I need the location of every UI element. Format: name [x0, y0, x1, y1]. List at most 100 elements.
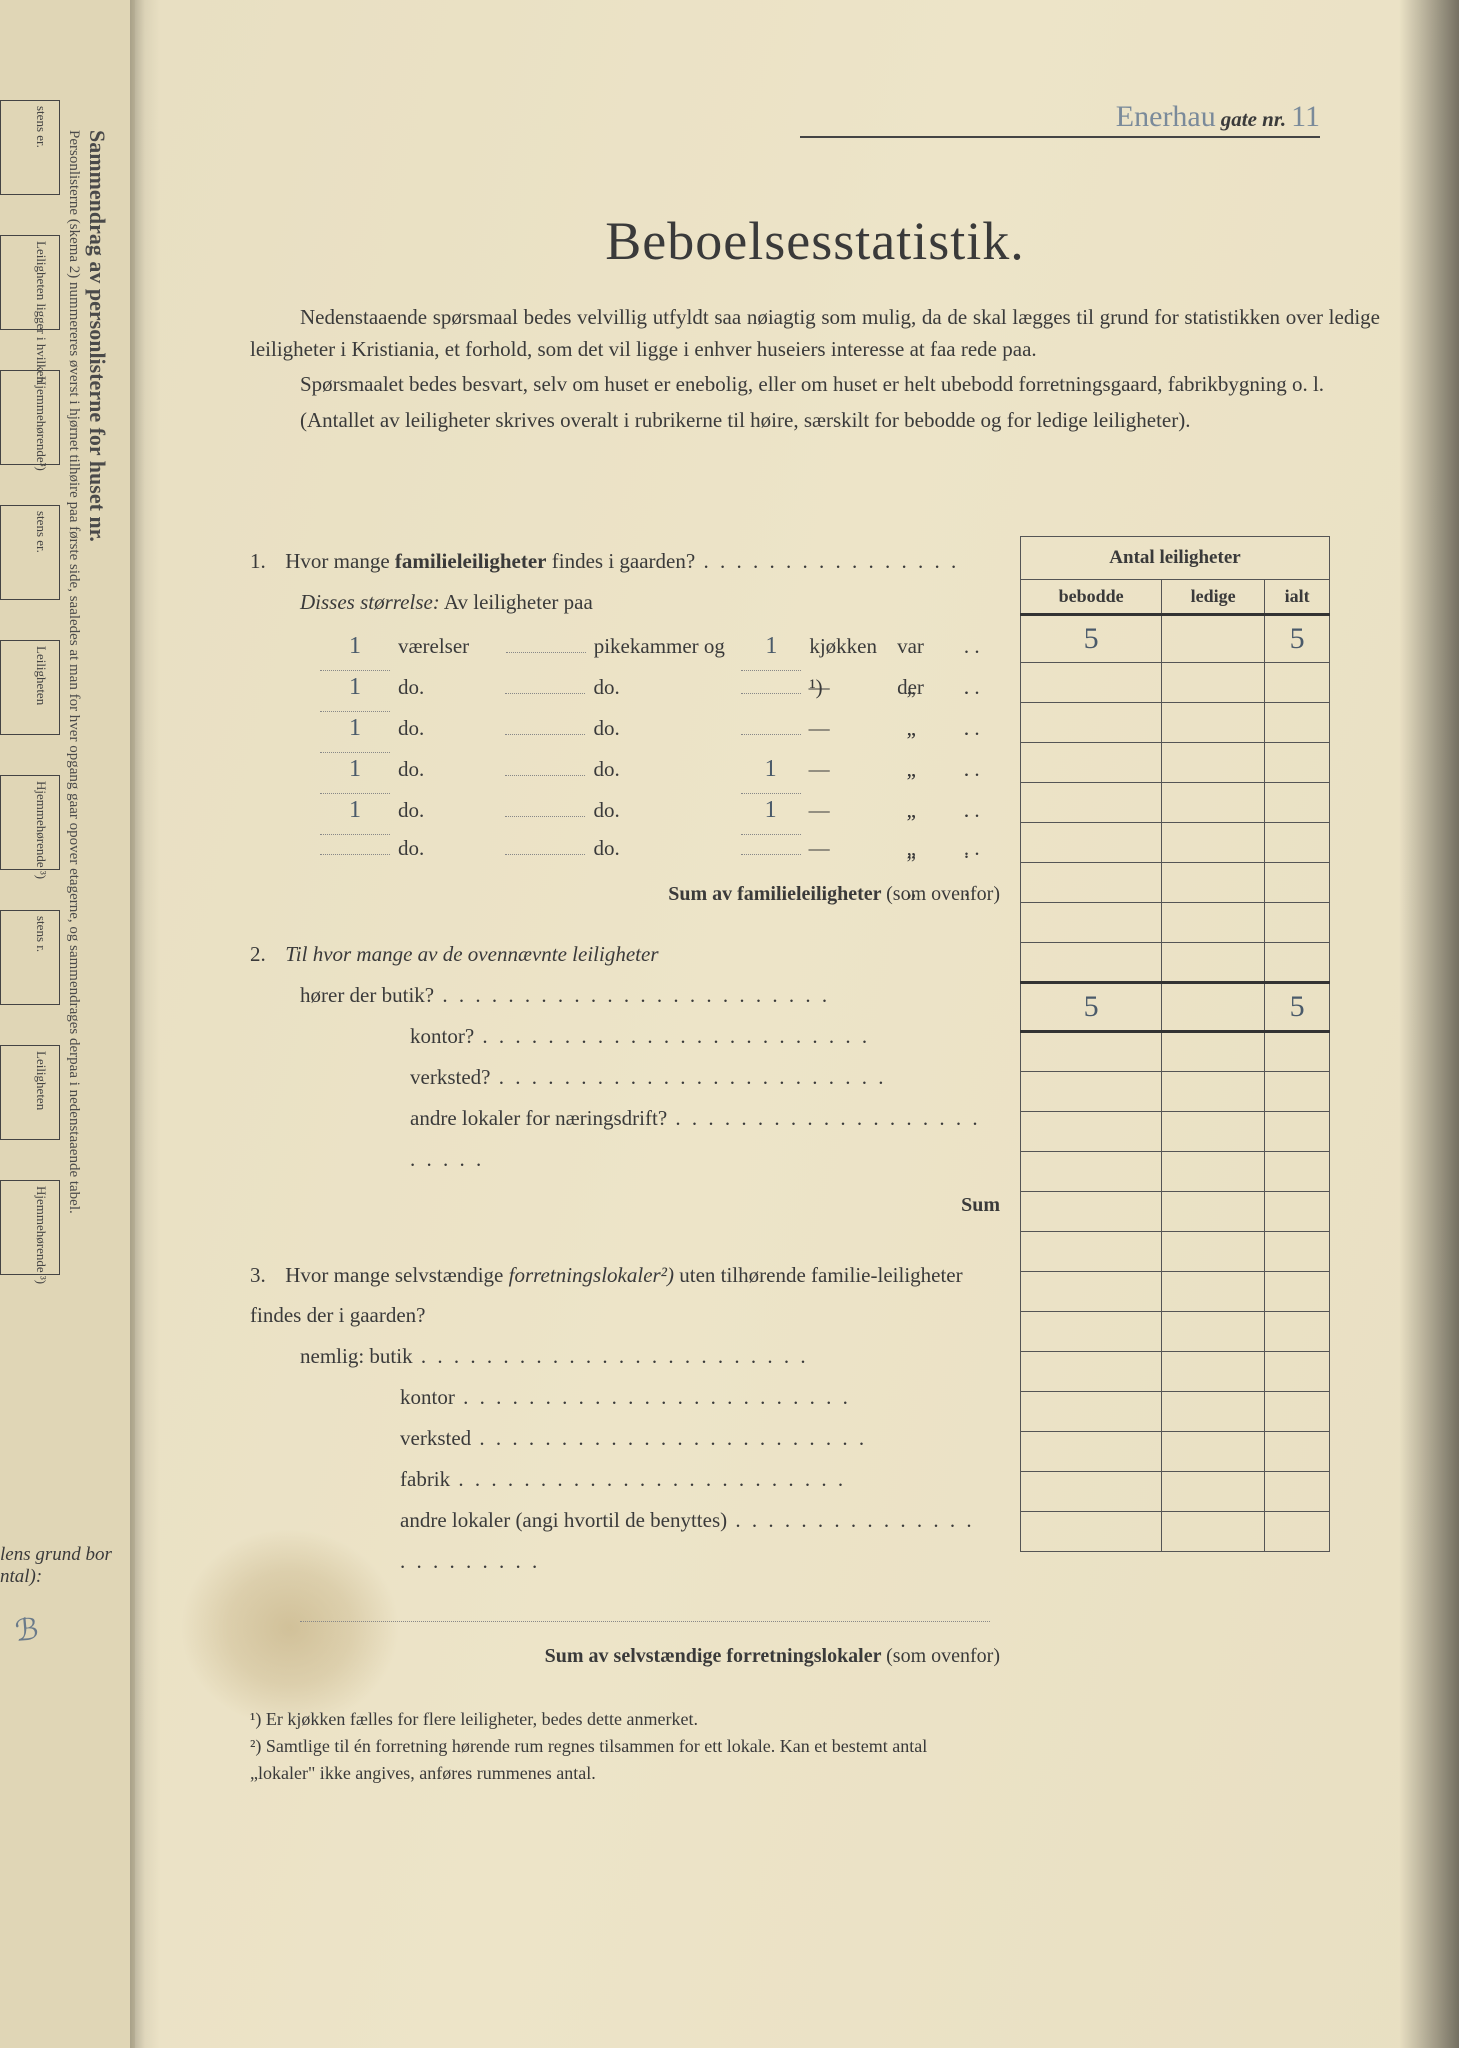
table-cell — [1021, 943, 1162, 983]
table-cell — [1265, 1272, 1330, 1312]
intro-p1: Nedenstaaende spørsmaal bedes velvillig … — [250, 302, 1380, 365]
table-cell — [1162, 1072, 1265, 1112]
q2-item: verksted? — [410, 1057, 990, 1098]
size-row: 1do.do.—„„ . . . — [320, 664, 990, 705]
left-cell-label: Leiligheten — [33, 646, 49, 705]
col-ledige: ledige — [1162, 580, 1265, 615]
size-row: 1do.do.1—„„ . . . — [320, 746, 990, 787]
document-page: stens er. Leiligheten ligger i hvilken H… — [0, 0, 1459, 2048]
left-cell-label: Hjemmehørende³) — [33, 376, 49, 471]
table-cell — [1162, 1112, 1265, 1152]
q1-bold: familieleiligheter — [395, 549, 547, 573]
table-cell — [1265, 903, 1330, 943]
table-cell — [1162, 823, 1265, 863]
size-row: do.do.—„„ . . . — [320, 828, 990, 869]
table-cell — [1265, 1152, 1330, 1192]
table-cell — [1021, 1272, 1162, 1312]
left-bottom-text: lens grund bor ntal): — [0, 1544, 112, 1588]
table-cell — [1021, 1232, 1162, 1272]
q2-sum: Sum — [250, 1186, 1000, 1225]
table-cell — [1265, 1112, 1330, 1152]
table-cell — [1162, 1152, 1265, 1192]
q2-item: kontor? — [410, 1016, 990, 1057]
left-bottom-line: lens grund bor — [0, 1544, 112, 1566]
q1-sum: Sum av familieleiligheter (som ovenfor) — [250, 875, 1000, 914]
size-row: 1do.do.—„„ . . . — [320, 705, 990, 746]
table-cell — [1162, 1432, 1265, 1472]
table-cell — [1021, 1472, 1162, 1512]
question-2: 2. Til hvor mange av de ovennævnte leili… — [250, 934, 990, 1225]
book-binding — [130, 0, 160, 2048]
table-cell — [1162, 1312, 1265, 1352]
left-cell-label: Hjemmehørende ³) — [33, 781, 49, 879]
summary-sub: Personlisterne (skema 2) nummereres øver… — [65, 130, 82, 1214]
table-cell — [1162, 1392, 1265, 1432]
table-cell — [1265, 1472, 1330, 1512]
table-cell — [1265, 1032, 1330, 1072]
gate-label: gate nr. — [1221, 107, 1286, 131]
q2-item: andre lokaler for næringsdrift? — [410, 1098, 990, 1180]
q2-item: hører der butik? — [300, 975, 990, 1016]
count-table: Antal leiligheter bebodde ledige ialt 55… — [1020, 536, 1330, 1552]
table-cell — [1162, 1272, 1265, 1312]
table-cell — [1265, 823, 1330, 863]
table-cell: 5 — [1265, 983, 1330, 1032]
table-cell — [1265, 1352, 1330, 1392]
table-cell — [1021, 1072, 1162, 1112]
left-cell-label: stens r. — [33, 916, 49, 952]
q3-item: verksted — [400, 1418, 990, 1459]
table-cell: 5 — [1021, 983, 1162, 1032]
table-cell — [1162, 1472, 1265, 1512]
table-cell — [1162, 1352, 1265, 1392]
table-cell — [1021, 783, 1162, 823]
street-name-handwritten: Enerhau — [1116, 100, 1216, 133]
table-header: Antal leiligheter — [1021, 537, 1330, 580]
table-cell — [1162, 703, 1265, 743]
left-bottom-line: ntal): — [0, 1566, 112, 1588]
table-cell — [1021, 1192, 1162, 1232]
questions: 1. Hvor mange familieleiligheter findes … — [250, 541, 990, 1787]
table-cell — [1021, 743, 1162, 783]
table-cell — [1265, 743, 1330, 783]
left-margin-cells: stens er. Leiligheten ligger i hvilken H… — [0, 100, 60, 1315]
table-cell — [1162, 1192, 1265, 1232]
left-cell-label: Hjemmehørende ³) — [33, 1186, 49, 1284]
summary-title: Sammendrag av personlisterne for huset n… — [84, 130, 110, 542]
table-cell — [1265, 943, 1330, 983]
q3-text: Hvor mange selvstændige — [285, 1263, 508, 1287]
col-ialt: ialt — [1265, 580, 1330, 615]
table-cell — [1162, 663, 1265, 703]
table-cell — [1021, 1512, 1162, 1552]
q2-text: Til hvor mange av de ovennævnte leilighe… — [285, 942, 658, 966]
table-cell — [1162, 863, 1265, 903]
table-cell — [1265, 783, 1330, 823]
q3-item: fabrik — [400, 1459, 990, 1500]
table-cell — [1162, 743, 1265, 783]
left-vertical-text: Sammendrag av personlisterne for huset n… — [70, 130, 130, 1530]
main-content: Enerhau gate nr. 11 Beboelsesstatistik. … — [250, 100, 1380, 1787]
question-1: 1. Hvor mange familieleiligheter findes … — [250, 541, 990, 914]
table-cell — [1021, 1112, 1162, 1152]
left-cell-label: stens er. — [33, 511, 49, 553]
table-cell — [1021, 903, 1162, 943]
table-cell — [1265, 1392, 1330, 1432]
intro-p2: Spørsmaalet bedes besvart, selv om huset… — [250, 369, 1380, 401]
footnote-1: ¹) Er kjøkken fælles for flere leilighet… — [250, 1706, 990, 1733]
table-cell: 5 — [1021, 615, 1162, 663]
table-cell — [1265, 1072, 1330, 1112]
table-cell — [1265, 1192, 1330, 1232]
table-cell — [1021, 863, 1162, 903]
q3-italic: forretningslokaler²) — [509, 1263, 674, 1287]
table-cell — [1265, 1312, 1330, 1352]
table-area: Antal leiligheter bebodde ledige ialt 55… — [250, 541, 1380, 1787]
intro-p3: (Antallet av leiligheter skrives overalt… — [250, 405, 1380, 437]
table-cell — [1162, 983, 1265, 1032]
q1-text: findes i gaarden? — [547, 549, 696, 573]
table-cell — [1021, 663, 1162, 703]
table-cell — [1265, 663, 1330, 703]
gate-number-handwritten: 11 — [1291, 100, 1320, 133]
q3-sum: Sum av selvstændige forretningslokaler (… — [250, 1637, 1000, 1676]
left-cell-label: stens er. — [33, 106, 49, 148]
table-cell — [1021, 1432, 1162, 1472]
left-cell-label: Leiligheten — [33, 1051, 49, 1110]
